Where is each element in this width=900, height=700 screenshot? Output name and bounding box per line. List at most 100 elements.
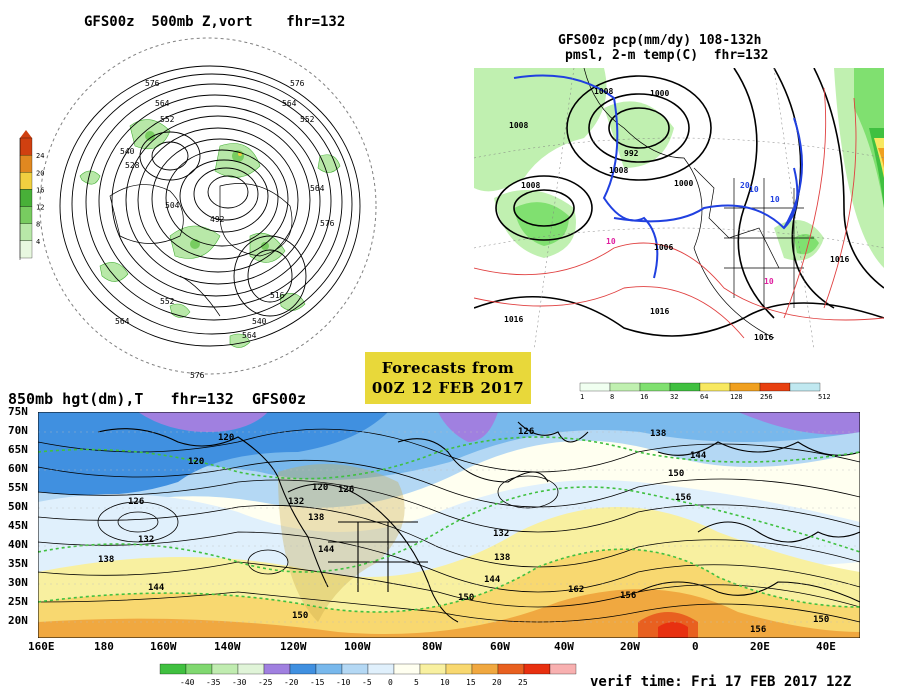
colorbar-label: 5: [414, 678, 419, 687]
svg-text:540: 540: [120, 147, 135, 156]
colorbar-swatch: [237, 663, 265, 675]
lon-label: 20W: [620, 640, 640, 653]
colorbar-label: -20: [284, 678, 299, 687]
svg-text:138: 138: [494, 553, 510, 563]
lat-axis: 75N 70N 65N 60N 55N 50N 45N 40N 35N 30N …: [0, 405, 40, 637]
colorbar-swatch: [19, 223, 33, 242]
colorbar-label: 512: [818, 393, 831, 401]
svg-text:156: 156: [620, 591, 636, 601]
svg-text:516: 516: [270, 291, 285, 300]
svg-text:492: 492: [210, 215, 225, 224]
banner-line2: 00Z 12 FEB 2017: [371, 379, 525, 397]
vort-panel-title: GFS00z 500mb Z,vort fhr=132: [84, 14, 346, 30]
colorbar-swatch: [445, 663, 473, 675]
colorbar-label: -40: [180, 678, 195, 687]
lat-label: 20N: [8, 614, 28, 627]
svg-text:552: 552: [160, 115, 175, 124]
colorbar-swatch: [315, 663, 343, 675]
lat-label: 65N: [8, 443, 28, 456]
svg-text:576: 576: [145, 79, 160, 88]
svg-text:144: 144: [318, 545, 335, 555]
valid-time: verif time: Fri 17 FEB 2017 12Z: [590, 674, 852, 690]
lon-label: 140W: [214, 640, 241, 653]
svg-text:150: 150: [668, 469, 684, 479]
svg-text:138: 138: [650, 429, 666, 439]
vort-polar-map: 576 576 564 564 552 552 540 528 504 492 564 57…: [39, 37, 377, 380]
lon-label: 60W: [490, 640, 510, 653]
svg-text:126: 126: [338, 485, 354, 495]
colorbar-label: 12: [36, 204, 44, 212]
svg-text:1006: 1006: [654, 243, 673, 252]
svg-text:156: 156: [750, 625, 766, 635]
colorbar-label: 64: [700, 393, 708, 401]
colorbar-label: -30: [232, 678, 247, 687]
svg-text:564: 564: [242, 331, 257, 340]
temp850-title: 850mb hgt(dm),T fhr=132 GFS00z: [8, 390, 307, 408]
colorbar-label: 256: [760, 393, 773, 401]
svg-text:10: 10: [770, 195, 780, 204]
svg-text:1008: 1008: [594, 87, 613, 96]
colorbar-swatch: [19, 154, 33, 173]
colorbar-label: 24: [36, 152, 44, 160]
svg-text:144: 144: [690, 451, 707, 461]
colorbar-label: -15: [310, 678, 325, 687]
colorbar-swatch: [341, 663, 369, 675]
colorbar-swatch: [159, 663, 187, 675]
svg-text:1016: 1016: [650, 307, 669, 316]
svg-text:138: 138: [98, 555, 114, 565]
lon-label: 160W: [150, 640, 177, 653]
colorbar-swatch: [19, 172, 33, 190]
colorbar-swatch: [19, 240, 33, 259]
colorbar-label: 25: [518, 678, 528, 687]
svg-text:162: 162: [568, 585, 584, 595]
colorbar-label: -25: [258, 678, 273, 687]
lon-label: 180: [94, 640, 114, 653]
colorbar-swatch: [609, 382, 641, 392]
banner-line1: Forecasts from: [381, 359, 515, 377]
svg-text:528: 528: [125, 161, 140, 170]
temp850-colorbar: -40 -35 -30 -25 -20 -15 -10 -5 0 5 10 15 20 25: [159, 663, 577, 687]
colorbar-label: -35: [206, 678, 221, 687]
colorbar-label: 8: [36, 221, 40, 229]
lon-label: 120W: [280, 640, 307, 653]
lon-label: 100W: [344, 640, 371, 653]
colorbar-swatch: [759, 382, 791, 392]
svg-text:150: 150: [458, 593, 474, 603]
lon-label: 80W: [422, 640, 442, 653]
svg-text:564: 564: [282, 99, 297, 108]
colorbar-label: 4: [36, 238, 40, 246]
lat-label: 60N: [8, 462, 28, 475]
colorbar-swatch: [549, 663, 577, 675]
svg-text:126: 126: [128, 497, 144, 507]
svg-text:1008: 1008: [509, 121, 528, 130]
colorbar-label: 16: [640, 393, 648, 401]
svg-text:504: 504: [165, 201, 180, 210]
colorbar-label: 32: [670, 393, 678, 401]
lon-axis: 160E 180 160W 140W 120W 100W 80W 60W 40W…: [20, 640, 900, 656]
colorbar-swatch: [789, 382, 821, 392]
svg-text:10: 10: [764, 277, 774, 286]
svg-text:564: 564: [155, 99, 170, 108]
lat-label: 75N: [8, 405, 28, 418]
lon-label: 0: [692, 640, 699, 653]
colorbar-label: 20: [492, 678, 502, 687]
colorbar-swatch: [639, 382, 671, 392]
lat-label: 50N: [8, 500, 28, 513]
lat-label: 45N: [8, 519, 28, 532]
svg-text:120: 120: [312, 483, 328, 493]
lat-label: 40N: [8, 538, 28, 551]
colorbar-label: 15: [466, 678, 476, 687]
colorbar-swatch: [185, 663, 213, 675]
svg-text:540: 540: [252, 317, 267, 326]
lon-label: 160E: [28, 640, 55, 653]
svg-text:150: 150: [292, 611, 308, 621]
lon-label: 40W: [554, 640, 574, 653]
colorbar-swatch: [497, 663, 525, 675]
colorbar-swatch: [579, 382, 611, 392]
colorbar-swatch: [699, 382, 731, 392]
lat-label: 55N: [8, 481, 28, 494]
colorbar-label: 20: [36, 169, 44, 177]
lat-label: 25N: [8, 595, 28, 608]
colorbar-swatch: [211, 663, 239, 675]
svg-text:1016: 1016: [504, 315, 523, 324]
